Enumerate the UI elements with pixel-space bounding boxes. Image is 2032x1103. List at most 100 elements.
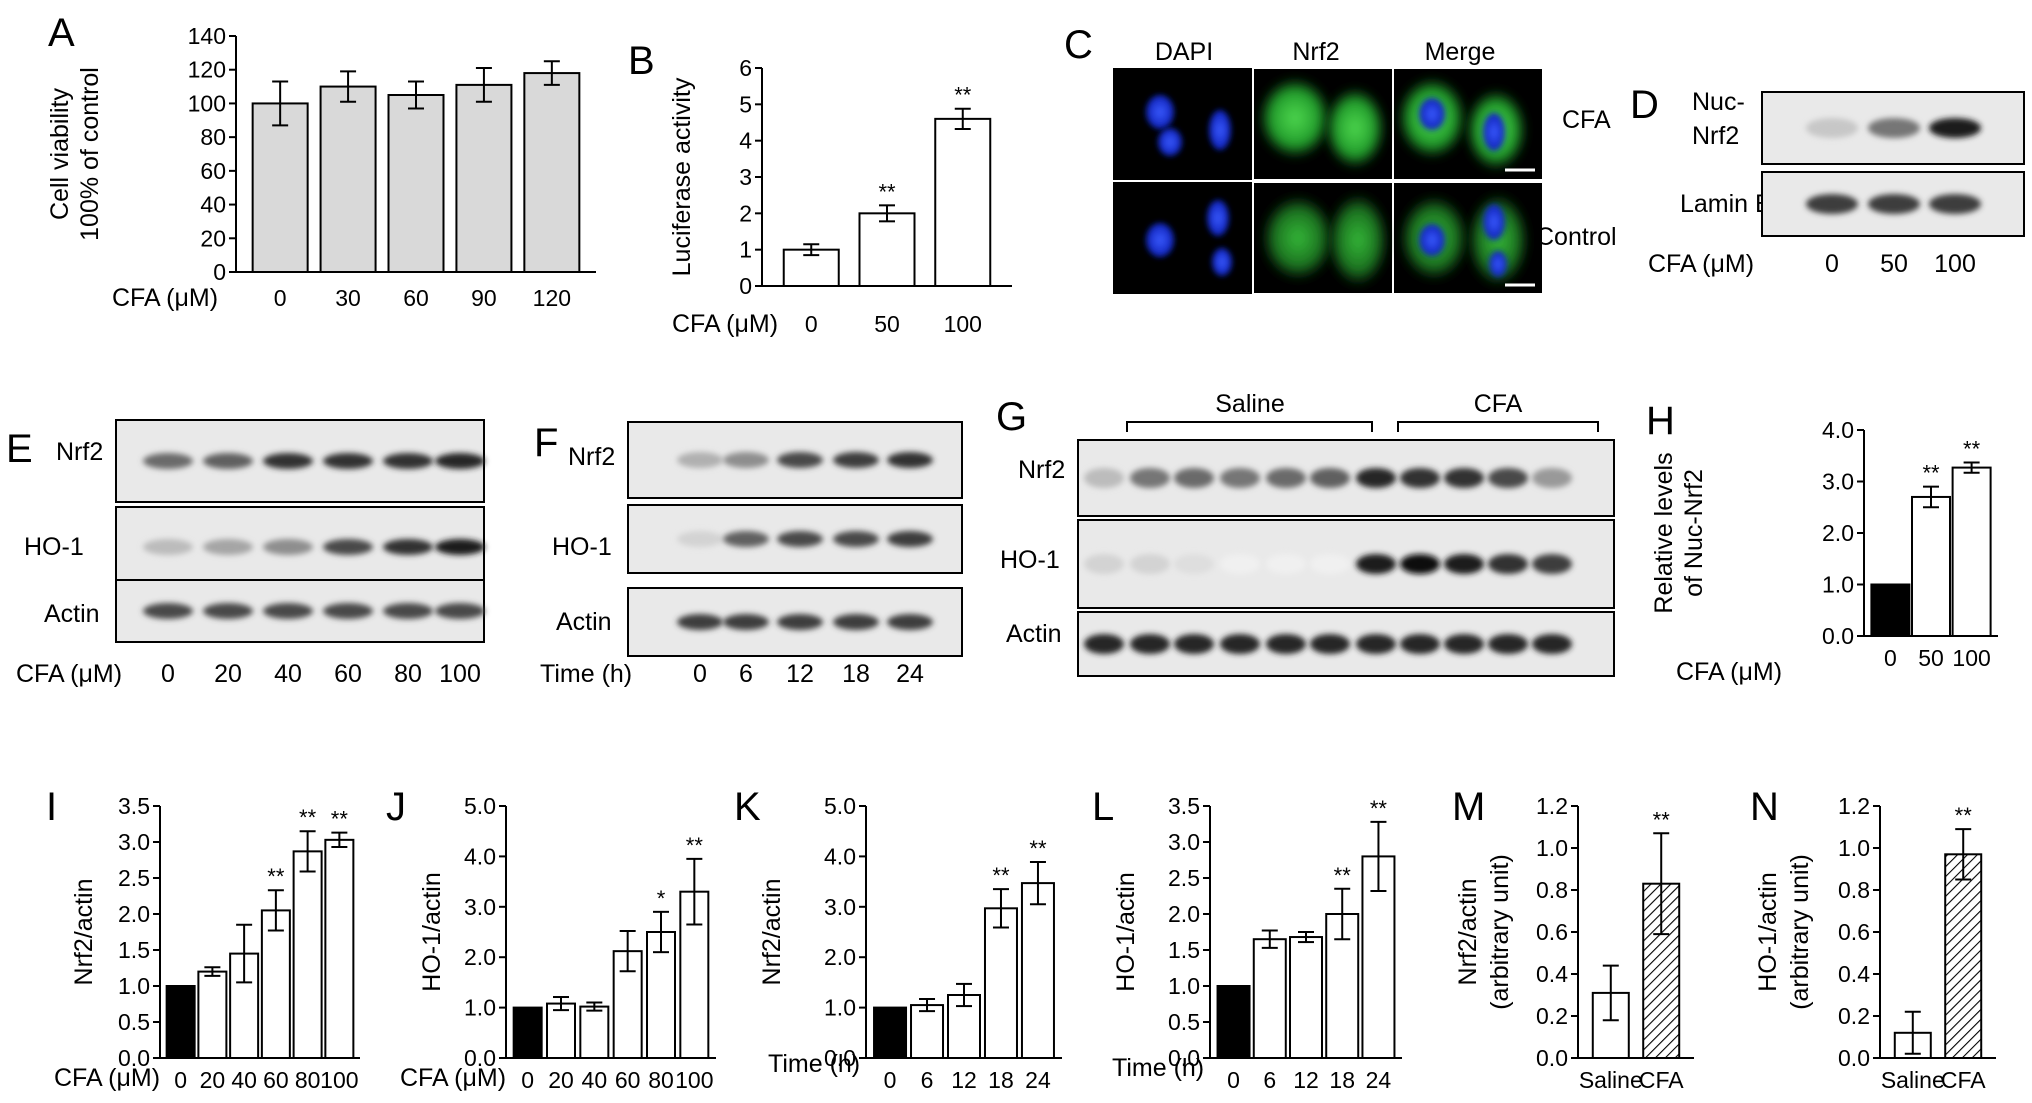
y-tick-label: 100	[188, 90, 226, 116]
significance-marker: *	[657, 886, 666, 911]
y-tick-label: 0	[213, 259, 226, 285]
blot-band	[143, 539, 193, 555]
bar	[324, 838, 355, 1060]
band-label-ho1: HO-1	[24, 533, 84, 561]
blot-band	[263, 453, 313, 469]
axis-label-cfa: CFA (μM)	[16, 660, 122, 688]
y-tick-label: 20	[200, 225, 226, 251]
panel-label-I: I	[46, 785, 57, 829]
blot-band	[203, 453, 253, 469]
panel-label-B: B	[628, 39, 655, 83]
band-label-actin: Actin	[44, 600, 100, 628]
blot-band	[323, 453, 373, 469]
y-tick-label: 3.0	[824, 894, 856, 920]
x-tick-label: 80	[295, 1067, 321, 1093]
bar-chart-k: 0.0 1.0 2.0 3.0 4.0 5.0 0 6 12 ** 18 ** 24 Time (h) Nr…	[758, 793, 1062, 1093]
x-tick-label: 30	[335, 285, 361, 311]
y-tick-label: 0.6	[1838, 919, 1870, 945]
y-tick-label: 2.5	[118, 865, 150, 891]
nucleus	[1483, 113, 1505, 151]
bar	[455, 83, 513, 273]
y-tick-label: 3.5	[1168, 793, 1200, 819]
nucleus	[1419, 98, 1445, 130]
x-tick-label: 0	[521, 1067, 534, 1093]
blot-band	[1806, 194, 1858, 214]
y-axis-label-line2: 100% of control	[76, 67, 104, 241]
lane-label: 12	[786, 660, 814, 688]
blot-band	[1532, 634, 1572, 654]
blot-band	[833, 531, 879, 547]
panel-label-J: J	[386, 785, 406, 829]
blot-band	[1868, 118, 1920, 138]
blot-band	[777, 614, 823, 630]
y-tick-label: 0.0	[1168, 1045, 1200, 1071]
blot-band	[1806, 118, 1858, 138]
band-label-nrf2: Nrf2	[1018, 456, 1065, 484]
blot-band	[1488, 554, 1528, 574]
y-tick-label: 3	[739, 164, 752, 190]
x-tick-label: 60	[615, 1067, 641, 1093]
blot-band	[1266, 634, 1306, 654]
y-axis-label: Nrf2/actin	[70, 879, 98, 986]
blot-band	[1310, 468, 1350, 488]
nucleus	[1419, 224, 1445, 256]
bar	[873, 1006, 908, 1059]
blot-band	[1084, 554, 1124, 574]
y-axis-label: Luciferase activity	[668, 77, 696, 276]
row-label-control: Control	[1536, 223, 1617, 251]
blot-band	[203, 603, 253, 619]
y-tick-label: 0.5	[1168, 1009, 1200, 1035]
blot-band	[435, 603, 485, 619]
band-label-lamin-b: Lamin B	[1680, 190, 1772, 218]
x-tick-label: Saline	[1881, 1067, 1945, 1093]
y-tick-label: 0.8	[1838, 877, 1870, 903]
lane-label: 6	[739, 660, 753, 688]
panel-label-E: E	[6, 427, 33, 471]
y-tick-label: 40	[200, 192, 226, 218]
bar	[197, 970, 228, 1059]
axis-label-time: Time (h)	[540, 660, 632, 688]
significance-marker: **	[1963, 436, 1981, 461]
y-tick-label: 2.0	[1822, 520, 1854, 546]
x-tick-label: 100	[320, 1067, 358, 1093]
x-tick-label: 0	[1884, 645, 1897, 671]
tile-dapi-control	[1113, 182, 1253, 294]
blot-band	[435, 539, 485, 555]
blot-band	[1266, 554, 1306, 574]
x-tick-label: 60	[403, 285, 429, 311]
bar	[512, 1006, 543, 1059]
bar	[1911, 495, 1951, 638]
bar	[1944, 853, 1983, 1059]
blot-band	[1310, 554, 1350, 574]
y-tick-label: 0.0	[118, 1045, 150, 1071]
blot-band	[777, 531, 823, 547]
y-tick-label: 2	[739, 200, 752, 226]
x-tick-label: 0	[1227, 1067, 1240, 1093]
x-tick-label: 6	[921, 1067, 934, 1093]
col-label-merge: Merge	[1425, 38, 1496, 66]
blot-band	[1356, 554, 1396, 574]
significance-marker: **	[992, 863, 1010, 888]
blot-band	[1488, 468, 1528, 488]
y-tick-label: 4.0	[464, 843, 496, 869]
cell	[1259, 78, 1331, 158]
x-tick-label: CFA	[1639, 1067, 1684, 1093]
nucleus	[1146, 223, 1174, 257]
blot-band	[1356, 468, 1396, 488]
x-tick-label: 100	[675, 1067, 713, 1093]
y-tick-label: 4	[739, 128, 752, 154]
band-label-nuc-nrf2-line1: Nuc-	[1692, 88, 1745, 116]
y-tick-label: 0.4	[1838, 961, 1870, 987]
blot-band	[1130, 634, 1170, 654]
y-tick-label: 1.0	[1838, 835, 1870, 861]
lane-label: 18	[842, 660, 870, 688]
y-tick-label: 1.2	[1536, 793, 1568, 819]
x-tick-label: 18	[988, 1067, 1014, 1093]
y-tick-label: 4.0	[1822, 417, 1854, 443]
significance-marker: **	[331, 807, 349, 832]
blot-band	[677, 452, 723, 468]
panel-label-F: F	[534, 421, 558, 465]
panel-label-H: H	[1646, 399, 1675, 443]
y-tick-label: 6	[739, 55, 752, 81]
